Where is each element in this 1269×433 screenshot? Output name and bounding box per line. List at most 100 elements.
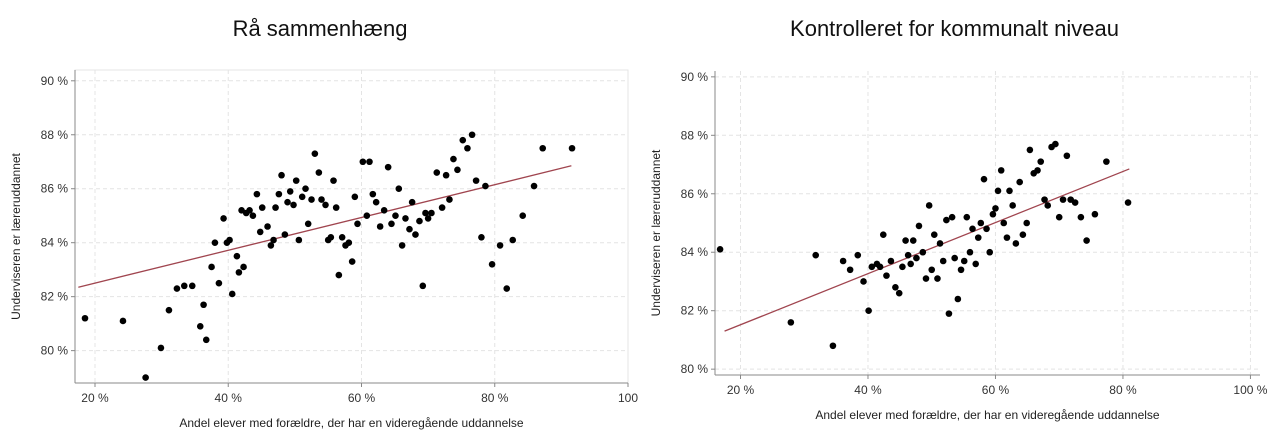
data-point bbox=[812, 251, 820, 259]
data-point bbox=[992, 205, 999, 212]
data-point bbox=[1026, 146, 1034, 154]
data-point bbox=[879, 231, 887, 238]
data-point bbox=[286, 188, 294, 195]
data-point bbox=[402, 215, 409, 222]
data-point bbox=[1037, 158, 1045, 165]
data-point bbox=[1034, 167, 1041, 174]
data-point bbox=[196, 323, 204, 330]
data-point bbox=[433, 169, 441, 176]
data-point bbox=[977, 219, 985, 227]
data-point bbox=[989, 210, 997, 218]
data-point bbox=[966, 248, 974, 256]
data-point bbox=[228, 290, 236, 298]
data-point bbox=[211, 239, 219, 246]
data-point bbox=[839, 257, 847, 265]
data-point bbox=[419, 282, 427, 290]
y-tick-label: 84 % bbox=[41, 236, 69, 250]
data-point bbox=[951, 254, 958, 262]
data-point bbox=[459, 136, 467, 144]
chart-title: Rå sammenhæng bbox=[232, 16, 408, 41]
data-point bbox=[939, 257, 947, 265]
data-point bbox=[899, 263, 906, 271]
data-point bbox=[384, 163, 392, 171]
y-tick-label: 86 % bbox=[681, 187, 709, 201]
data-point bbox=[208, 263, 215, 271]
data-point bbox=[290, 201, 297, 209]
x-tick-label: 20 % bbox=[727, 383, 755, 397]
data-point bbox=[519, 212, 527, 220]
data-point bbox=[716, 246, 724, 253]
plot-area bbox=[715, 71, 1260, 375]
data-point bbox=[142, 374, 149, 381]
data-point bbox=[298, 193, 306, 201]
chart-panel-controlled: Kontrolleret for kommunalt niveau 80 % 82… bbox=[640, 0, 1269, 433]
y-tick-label: 80 % bbox=[681, 362, 709, 376]
data-point bbox=[902, 237, 909, 244]
data-point bbox=[348, 258, 356, 265]
data-point bbox=[408, 198, 416, 206]
data-point bbox=[1009, 202, 1016, 209]
data-point bbox=[246, 207, 253, 214]
data-point bbox=[1006, 187, 1013, 195]
data-point bbox=[868, 263, 876, 271]
data-point bbox=[406, 225, 413, 233]
x-tick-label: 20 % bbox=[81, 391, 109, 405]
data-point bbox=[330, 177, 337, 184]
data-point bbox=[928, 266, 936, 274]
data-point bbox=[295, 236, 303, 244]
data-point bbox=[909, 237, 917, 244]
data-point bbox=[351, 193, 359, 201]
data-point bbox=[200, 301, 207, 309]
data-point bbox=[509, 236, 517, 244]
data-point bbox=[934, 275, 941, 282]
data-point bbox=[302, 185, 309, 193]
y-tick-label: 88 % bbox=[681, 128, 709, 142]
x-axis-title: Andel elever med forældre, der har en vi… bbox=[179, 416, 524, 430]
data-point bbox=[539, 144, 547, 152]
data-point bbox=[450, 155, 457, 163]
data-point bbox=[1091, 210, 1099, 218]
data-point bbox=[363, 212, 371, 220]
chart-title: Kontrolleret for kommunalt niveau bbox=[790, 16, 1119, 41]
data-point bbox=[235, 269, 243, 276]
data-point bbox=[359, 158, 367, 166]
data-point bbox=[464, 144, 471, 152]
data-point bbox=[272, 204, 279, 211]
scatter-chart-raw: 80 % 82 % 84 % 86 % 88 % 90 % 20 % 40 % 60 % 80 %… bbox=[9, 69, 638, 430]
y-tick-label: 90 % bbox=[681, 70, 709, 84]
x-axis-title: Andel elever med forældre, der har en vi… bbox=[815, 408, 1160, 422]
x-tick-label: 40 % bbox=[215, 391, 243, 405]
data-point bbox=[292, 177, 300, 184]
data-point bbox=[1003, 234, 1011, 241]
data-point bbox=[281, 231, 289, 238]
data-point bbox=[332, 204, 340, 211]
plot-area bbox=[74, 69, 629, 384]
data-point bbox=[948, 213, 956, 221]
data-point bbox=[315, 169, 323, 176]
data-point bbox=[81, 314, 89, 322]
data-point bbox=[936, 240, 944, 247]
data-point bbox=[369, 190, 377, 198]
data-point bbox=[278, 171, 285, 179]
data-point bbox=[969, 225, 976, 233]
data-point bbox=[322, 201, 329, 209]
data-point bbox=[986, 248, 994, 256]
data-point bbox=[165, 306, 173, 314]
data-point bbox=[980, 175, 988, 183]
data-point bbox=[954, 295, 962, 303]
data-point bbox=[318, 196, 325, 203]
data-point bbox=[876, 263, 884, 271]
data-point bbox=[1083, 237, 1090, 244]
data-point bbox=[1063, 152, 1071, 160]
data-point bbox=[913, 254, 920, 262]
data-point bbox=[1103, 158, 1110, 165]
data-point bbox=[240, 263, 247, 271]
data-point bbox=[258, 204, 266, 211]
scatter-chart-controlled: 80 % 82 % 84 % 86 % 88 % 90 % 20 % 40 % 60 % 80 %… bbox=[649, 70, 1268, 422]
data-point bbox=[416, 217, 423, 225]
y-tick-label: 80 % bbox=[41, 344, 69, 358]
x-tick-label: 80 % bbox=[481, 391, 509, 405]
x-tick-label: 100 % bbox=[1233, 383, 1267, 397]
chart-panel-raw: Rå sammenhæng 80 % 82 % 84 % 86 % 88 % 90 % 20… bbox=[9, 16, 638, 430]
x-tick-label: 80 % bbox=[1109, 383, 1137, 397]
